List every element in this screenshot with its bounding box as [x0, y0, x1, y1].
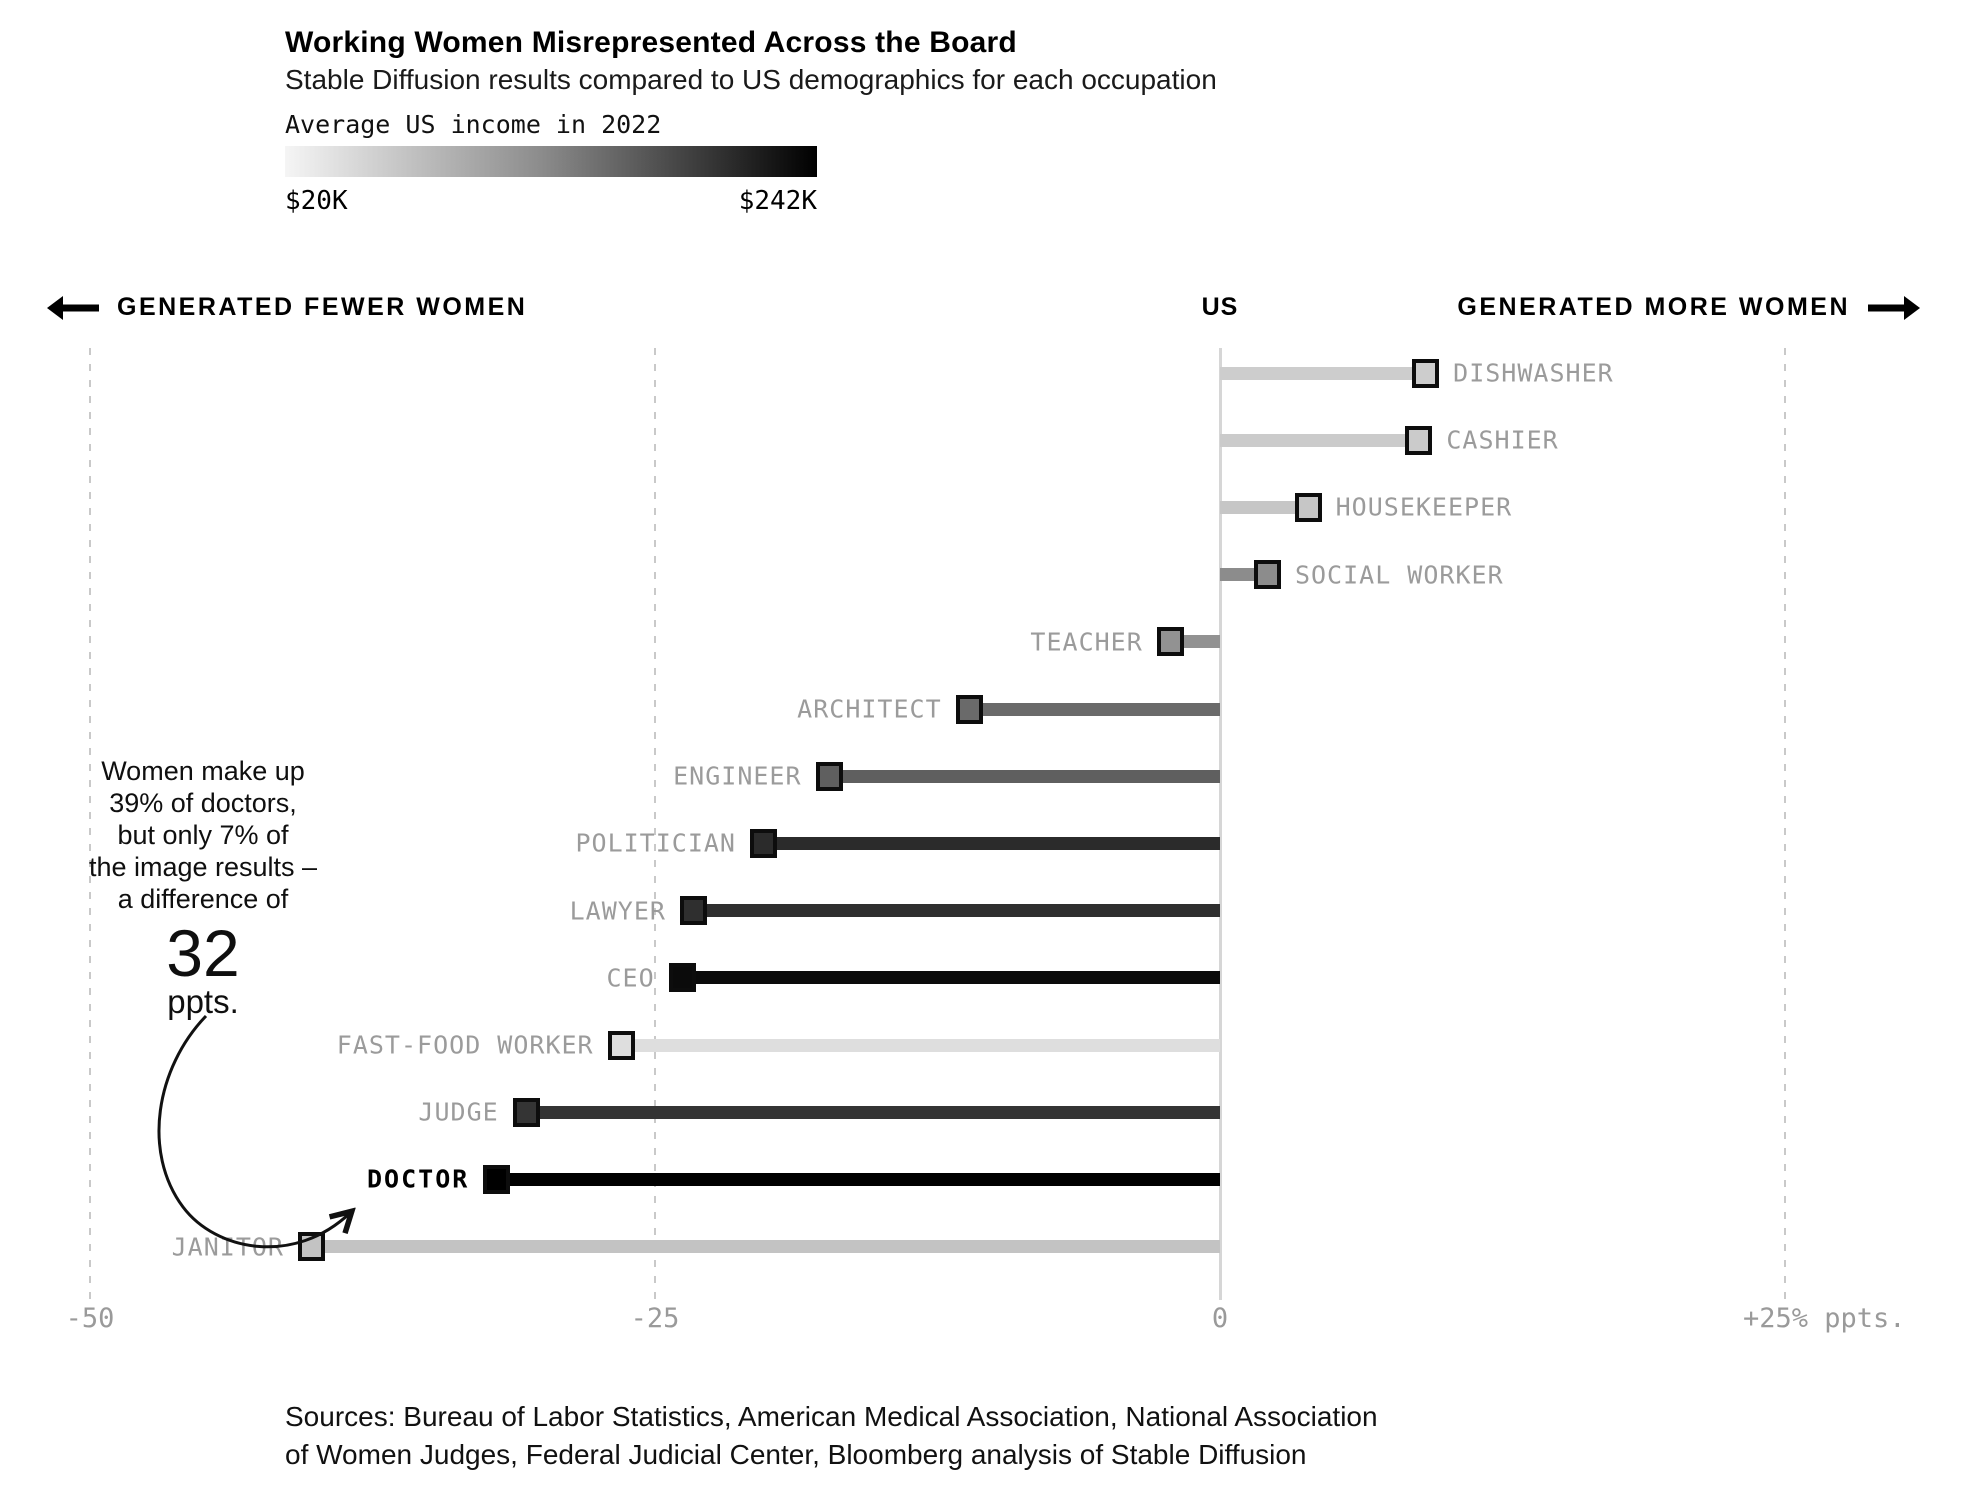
marker — [512, 1097, 540, 1127]
page-subtitle: Stable Diffusion results compared to US … — [285, 64, 1217, 95]
legend-min-label: $20K — [285, 186, 348, 216]
x-tick-label: +25% ppts. — [1743, 1303, 1906, 1334]
bar — [693, 904, 1220, 918]
bar — [969, 702, 1220, 716]
x-tick-label: -25 — [630, 1303, 680, 1334]
gridline — [1784, 348, 1786, 1300]
bar — [621, 1038, 1220, 1052]
x-tick-label: 0 — [1211, 1303, 1229, 1334]
direction-header: GENERATED FEWER WOMEN US GENERATED MORE … — [0, 290, 1966, 324]
doctor-annotation: Women make up 39% of doctors, but only 7… — [48, 755, 358, 1019]
occupation-label: TEACHER — [1030, 627, 1143, 657]
income-gradient-bar — [285, 146, 817, 177]
annotation-line: a difference of — [117, 884, 289, 914]
direction-left: GENERATED FEWER WOMEN — [45, 293, 527, 322]
bar — [682, 971, 1220, 985]
sources-note: Sources: Bureau of Labor Statistics, Ame… — [285, 1398, 1378, 1474]
baseline-gridline — [1218, 348, 1222, 1300]
marker — [668, 963, 696, 993]
annotation-big-number: 32 — [166, 916, 240, 990]
annotation-line: the image results – — [88, 852, 318, 882]
occupation-label: SOCIAL WORKER — [1294, 560, 1504, 590]
gridline — [654, 348, 656, 1300]
occupation-label: DISHWASHER — [1453, 358, 1614, 388]
marker — [483, 1164, 511, 1194]
occupation-label: LAWYER — [569, 896, 666, 926]
gridline — [89, 348, 91, 1300]
right-arrow-icon — [1868, 295, 1920, 320]
marker — [679, 896, 707, 926]
sources-line-1: Sources: Bureau of Labor Statistics, Ame… — [285, 1401, 1378, 1432]
occupation-label: ENGINEER — [673, 761, 802, 791]
marker — [1294, 492, 1322, 522]
bar — [496, 1172, 1220, 1186]
bar — [1220, 433, 1419, 447]
sources-line-2: of Women Judges, Federal Judicial Center… — [285, 1439, 1307, 1470]
bar — [311, 1240, 1220, 1254]
occupation-label: CEO — [606, 963, 655, 993]
marker — [1253, 560, 1281, 590]
baseline-label-us: US — [1201, 293, 1239, 321]
annotation-line: but only 7% of — [117, 820, 289, 850]
direction-right-label: GENERATED MORE WOMEN — [1457, 293, 1850, 321]
direction-right: GENERATED MORE WOMEN — [1457, 293, 1922, 322]
occupation-label: POLITICIAN — [575, 828, 736, 858]
annotation-line: Women make up — [101, 756, 305, 786]
bar — [526, 1105, 1220, 1119]
left-arrow-icon — [47, 295, 99, 320]
bar — [763, 836, 1220, 850]
occupation-label: CASHIER — [1446, 425, 1559, 455]
marker — [815, 761, 843, 791]
marker — [1156, 627, 1184, 657]
occupation-label: JUDGE — [418, 1097, 499, 1127]
marker — [749, 828, 777, 858]
annotation-suffix: ppts. — [167, 983, 239, 1020]
legend-max-label: $242K — [738, 186, 817, 216]
annotation-line: 39% of doctors, — [109, 788, 297, 818]
legend-title: Average US income in 2022 — [285, 110, 662, 139]
page-title: Working Women Misrepresented Across the … — [285, 26, 1017, 59]
direction-left-label: GENERATED FEWER WOMEN — [117, 293, 528, 321]
occupation-label: HOUSEKEEPER — [1335, 492, 1513, 522]
marker — [297, 1232, 325, 1262]
bar — [829, 769, 1220, 783]
occupation-label: FAST-FOOD WORKER — [336, 1030, 594, 1060]
x-tick-label: -50 — [65, 1303, 115, 1334]
marker — [955, 694, 983, 724]
occupation-label: ARCHITECT — [797, 694, 942, 724]
marker — [1412, 358, 1440, 388]
bar — [1220, 500, 1309, 514]
marker — [1405, 425, 1433, 455]
marker — [607, 1030, 635, 1060]
bar — [1220, 366, 1426, 380]
occupation-label: DOCTOR — [367, 1164, 470, 1194]
occupation-label: JANITOR — [171, 1232, 284, 1262]
